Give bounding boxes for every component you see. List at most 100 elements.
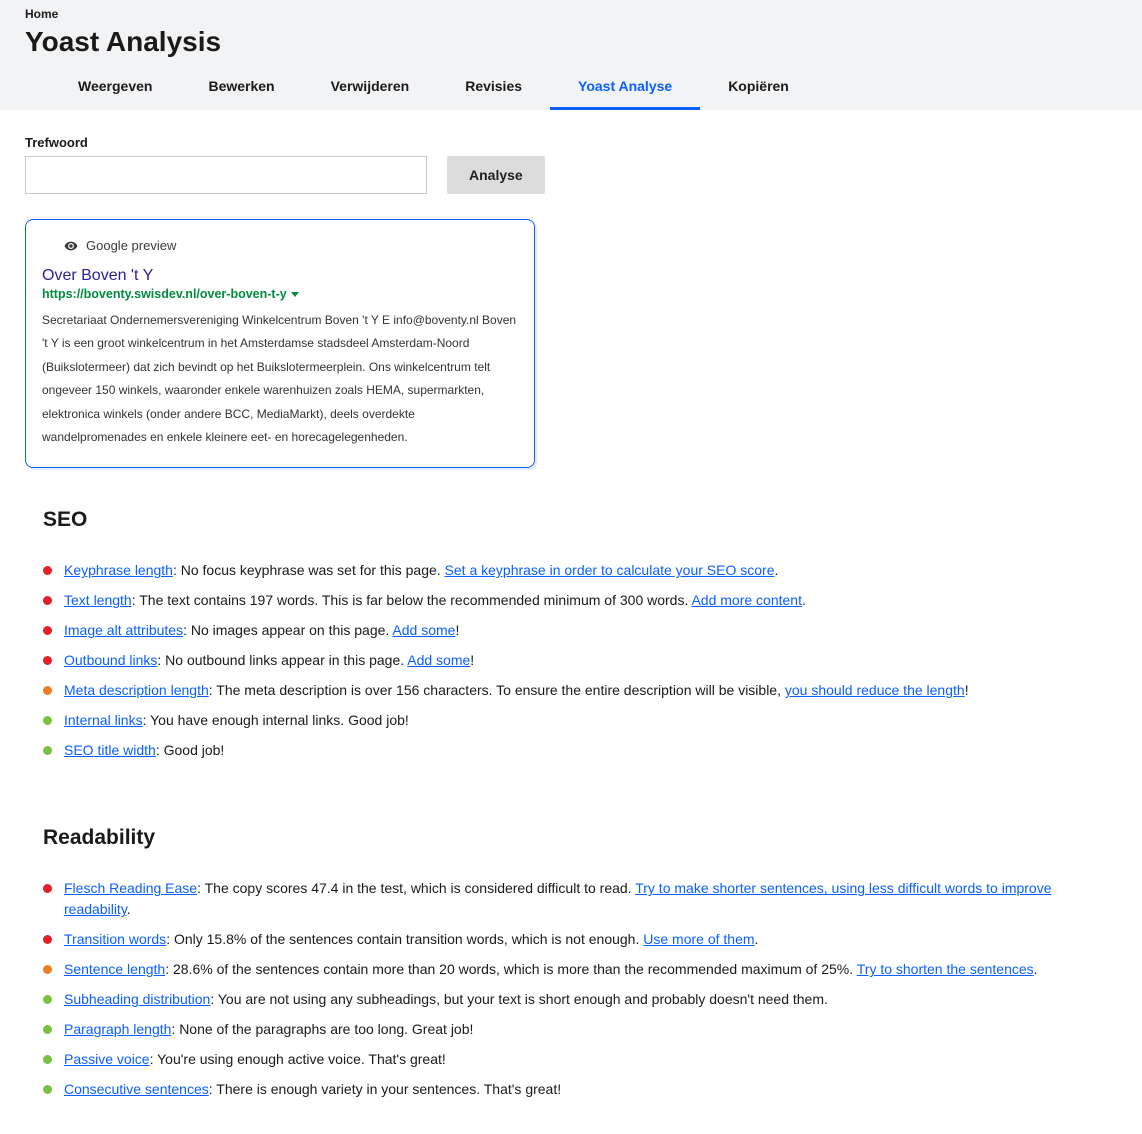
- seo-item-action-link[interactable]: Add some: [392, 622, 455, 638]
- readability-item-tail: .: [1034, 961, 1038, 977]
- tab-weergeven[interactable]: Weergeven: [50, 68, 180, 110]
- seo-item-body: : No outbound links appear in this page.: [157, 652, 407, 668]
- readability-item-action-link[interactable]: Try to shorten the sentences: [857, 961, 1034, 977]
- seo-item-text: SEO title width: Good job!: [64, 740, 224, 761]
- seo-heading: SEO: [43, 508, 1117, 532]
- readability-item-text: Subheading distribution: You are not usi…: [64, 989, 828, 1010]
- readability-item: Sentence length: 28.6% of the sentences …: [43, 959, 1117, 980]
- seo-item-tail: !: [470, 652, 474, 668]
- tabs: WeergevenBewerkenVerwijderenRevisiesYoas…: [25, 68, 1117, 110]
- readability-item-lead-link[interactable]: Sentence length: [64, 961, 165, 977]
- seo-item: Internal links: You have enough internal…: [43, 710, 1117, 731]
- status-dot: [43, 1055, 52, 1064]
- seo-section: SEO Keyphrase length: No focus keyphrase…: [25, 508, 1117, 761]
- seo-item: Outbound links: No outbound links appear…: [43, 650, 1117, 671]
- keyword-input[interactable]: [25, 156, 427, 194]
- google-preview-url-row[interactable]: https://boventy.swisdev.nl/over-boven-t-…: [42, 287, 518, 301]
- seo-item-body: : No images appear on this page.: [183, 622, 392, 638]
- keyword-row: Trefwoord Analyse: [25, 135, 1117, 194]
- readability-item: Passive voice: You're using enough activ…: [43, 1049, 1117, 1070]
- google-preview-box: Google preview Over Boven 't Y https://b…: [25, 219, 535, 468]
- breadcrumb[interactable]: Home: [25, 4, 1117, 24]
- readability-item-body: : You're using enough active voice. That…: [150, 1051, 446, 1067]
- readability-item-body: : 28.6% of the sentences contain more th…: [165, 961, 857, 977]
- google-preview-header: Google preview: [42, 238, 518, 253]
- seo-item-lead-link[interactable]: SEO title width: [64, 742, 156, 758]
- readability-item-action-link[interactable]: Use more of them: [643, 931, 754, 947]
- seo-item-text: Keyphrase length: No focus keyphrase was…: [64, 560, 778, 581]
- content: Trefwoord Analyse Google preview Over Bo…: [0, 110, 1142, 1134]
- keyword-label: Trefwoord: [25, 135, 427, 150]
- seo-item-action-link[interactable]: you should reduce the length: [785, 682, 965, 698]
- readability-item-text: Sentence length: 28.6% of the sentences …: [64, 959, 1038, 980]
- seo-item-action-link[interactable]: Add more content: [691, 592, 802, 608]
- readability-item-text: Paragraph length: None of the paragraphs…: [64, 1019, 473, 1040]
- seo-item-text: Text length: The text contains 197 words…: [64, 590, 806, 611]
- seo-item: Text length: The text contains 197 words…: [43, 590, 1117, 611]
- status-dot: [43, 935, 52, 944]
- seo-item: SEO title width: Good job!: [43, 740, 1117, 761]
- seo-item-body: : You have enough internal links. Good j…: [143, 712, 409, 728]
- readability-item-tail: .: [127, 901, 131, 917]
- google-preview-title: Over Boven 't Y: [42, 267, 518, 285]
- seo-item-text: Meta description length: The meta descri…: [64, 680, 969, 701]
- readability-item-text: Transition words: Only 15.8% of the sent…: [64, 929, 758, 950]
- seo-item-lead-link[interactable]: Meta description length: [64, 682, 209, 698]
- readability-item-lead-link[interactable]: Consecutive sentences: [64, 1081, 209, 1097]
- seo-item-body: : No focus keyphrase was set for this pa…: [173, 562, 445, 578]
- seo-item-lead-link[interactable]: Image alt attributes: [64, 622, 183, 638]
- readability-item: Subheading distribution: You are not usi…: [43, 989, 1117, 1010]
- google-preview-label: Google preview: [86, 238, 176, 253]
- status-dot: [43, 686, 52, 695]
- tab-bewerken[interactable]: Bewerken: [180, 68, 302, 110]
- seo-item-lead-link[interactable]: Text length: [64, 592, 132, 608]
- readability-item-body: : There is enough variety in your senten…: [209, 1081, 561, 1097]
- readability-list: Flesch Reading Ease: The copy scores 47.…: [43, 878, 1117, 1100]
- readability-item-body: : None of the paragraphs are too long. G…: [171, 1021, 473, 1037]
- seo-item-body: : Good job!: [156, 742, 225, 758]
- readability-item-lead-link[interactable]: Subheading distribution: [64, 991, 210, 1007]
- status-dot: [43, 1085, 52, 1094]
- seo-item-lead-link[interactable]: Internal links: [64, 712, 143, 728]
- page-title: Yoast Analysis: [25, 24, 1117, 68]
- seo-item-text: Internal links: You have enough internal…: [64, 710, 409, 731]
- tab-kopiëren[interactable]: Kopiëren: [700, 68, 817, 110]
- status-dot: [43, 995, 52, 1004]
- seo-item-action-link[interactable]: Add some: [407, 652, 470, 668]
- seo-item-action-link[interactable]: Set a keyphrase in order to calculate yo…: [445, 562, 775, 578]
- seo-item-text: Image alt attributes: No images appear o…: [64, 620, 459, 641]
- seo-item-tail: .: [802, 592, 806, 608]
- seo-item-lead-link[interactable]: Keyphrase length: [64, 562, 173, 578]
- seo-item-tail: !: [455, 622, 459, 638]
- analyse-button[interactable]: Analyse: [447, 156, 545, 194]
- readability-item: Consecutive sentences: There is enough v…: [43, 1079, 1117, 1100]
- google-preview-url: https://boventy.swisdev.nl/over-boven-t-…: [42, 287, 287, 301]
- readability-item-lead-link[interactable]: Transition words: [64, 931, 166, 947]
- status-dot: [43, 884, 52, 893]
- google-preview-description: Secretariaat Ondernemersvereniging Winke…: [42, 309, 518, 449]
- tab-verwijderen[interactable]: Verwijderen: [303, 68, 438, 110]
- page-header: Home Yoast Analysis WeergevenBewerkenVer…: [0, 0, 1142, 110]
- tab-revisies[interactable]: Revisies: [437, 68, 550, 110]
- tab-yoast-analyse[interactable]: Yoast Analyse: [550, 68, 700, 110]
- readability-heading: Readability: [43, 826, 1117, 850]
- seo-item-body: : The meta description is over 156 chara…: [209, 682, 785, 698]
- status-dot: [43, 626, 52, 635]
- status-dot: [43, 716, 52, 725]
- readability-section: Readability Flesch Reading Ease: The cop…: [25, 826, 1117, 1100]
- readability-item-text: Flesch Reading Ease: The copy scores 47.…: [64, 878, 1117, 920]
- seo-item-body: : The text contains 197 words. This is f…: [132, 592, 692, 608]
- readability-item-lead-link[interactable]: Passive voice: [64, 1051, 150, 1067]
- seo-item: Keyphrase length: No focus keyphrase was…: [43, 560, 1117, 581]
- seo-item-lead-link[interactable]: Outbound links: [64, 652, 157, 668]
- status-dot: [43, 596, 52, 605]
- status-dot: [43, 1025, 52, 1034]
- readability-item-lead-link[interactable]: Flesch Reading Ease: [64, 880, 197, 896]
- readability-item-body: : The copy scores 47.4 in the test, whic…: [197, 880, 635, 896]
- readability-item-lead-link[interactable]: Paragraph length: [64, 1021, 171, 1037]
- seo-item-text: Outbound links: No outbound links appear…: [64, 650, 474, 671]
- seo-item-tail: .: [775, 562, 779, 578]
- readability-item: Transition words: Only 15.8% of the sent…: [43, 929, 1117, 950]
- readability-item-text: Passive voice: You're using enough activ…: [64, 1049, 446, 1070]
- status-dot: [43, 746, 52, 755]
